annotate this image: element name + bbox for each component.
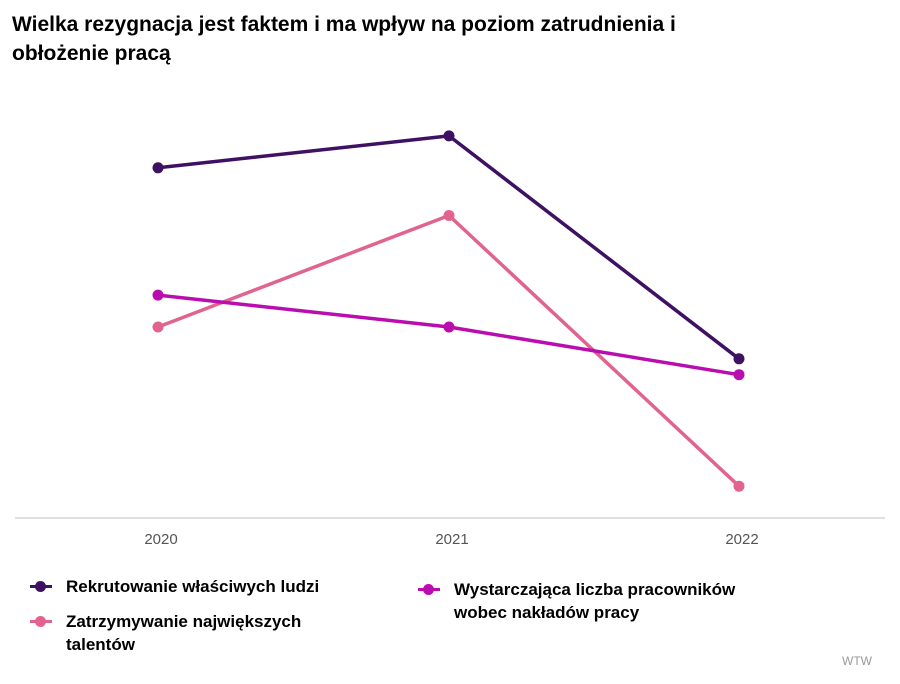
data-point-s2-2022 — [733, 369, 745, 381]
legend-marker-retention — [30, 614, 52, 628]
data-point-s2-2021 — [443, 321, 455, 333]
data-point-s0-2022 — [733, 353, 745, 365]
x-tick-label-2020: 2020 — [144, 531, 177, 548]
legend-label-retention: Zatrzymywanie największych talentów — [66, 612, 302, 654]
data-point-s0-2021 — [443, 130, 455, 142]
legend-marker-workload — [418, 582, 440, 596]
legend-item-recruiting: Rekrutowanie właściwych ludzi — [30, 575, 370, 598]
data-point-s0-2020 — [152, 162, 164, 174]
x-tick-label-2021: 2021 — [435, 531, 468, 548]
series-line-1 — [157, 213, 741, 488]
legend-label-workload: Wystarczająca liczba pracowników wobec n… — [454, 580, 736, 622]
data-point-s2-2020 — [152, 289, 164, 301]
source-label: WTW — [842, 654, 872, 668]
x-tick-label-2022: 2022 — [725, 531, 758, 548]
chart-title: Wielka rezygnacja jest faktem i ma wpływ… — [12, 13, 676, 65]
data-point-s1-2022 — [733, 480, 745, 492]
legend-marker-recruiting — [30, 579, 52, 593]
data-point-s1-2021 — [443, 210, 455, 221]
legend-item-workload: Wystarczająca liczba pracowników wobec n… — [418, 578, 798, 624]
series-line-2 — [157, 293, 740, 377]
legend-label-recruiting: Rekrutowanie właściwych ludzi — [66, 577, 320, 596]
legend-item-retention: Zatrzymywanie największych talentów — [30, 610, 360, 656]
data-point-s1-2020 — [152, 321, 164, 333]
